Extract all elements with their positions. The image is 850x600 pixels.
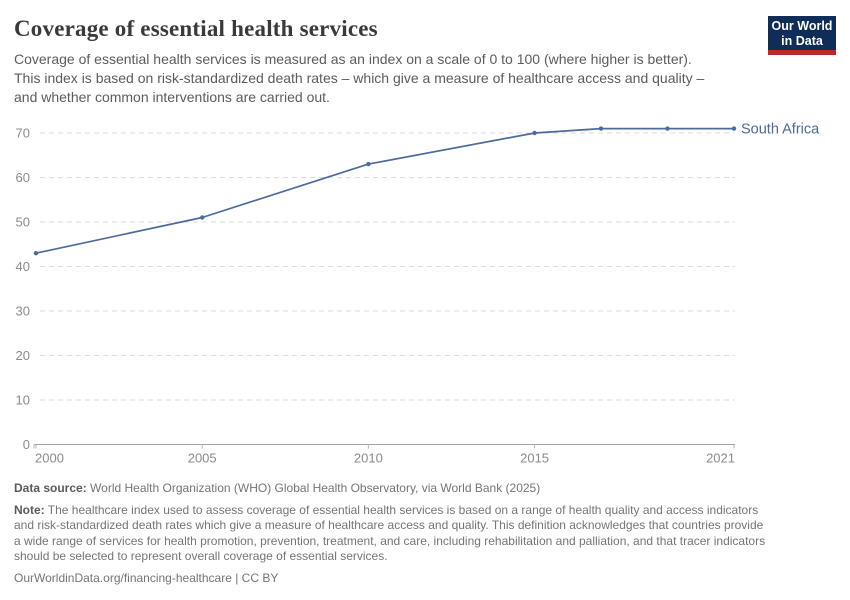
x-axis-label: 2021 bbox=[706, 451, 735, 466]
y-axis-label: 60 bbox=[16, 170, 30, 185]
data-point-2017[interactable] bbox=[598, 126, 604, 131]
chart-subtitle: Coverage of essential health services is… bbox=[14, 50, 704, 107]
data-point-2021[interactable] bbox=[731, 126, 737, 131]
data-source-text: World Health Organization (WHO) Global H… bbox=[90, 481, 541, 495]
chart-footer: Data source: World Health Organization (… bbox=[14, 481, 838, 586]
data-point-2005[interactable] bbox=[200, 215, 205, 220]
y-axis-label: 10 bbox=[16, 393, 30, 408]
data-source-line: Data source: World Health Organization (… bbox=[14, 481, 838, 497]
x-axis-label: 2000 bbox=[35, 451, 64, 466]
y-axis-label: 70 bbox=[16, 126, 30, 141]
owid-logo-line1: Our World bbox=[771, 19, 833, 33]
y-axis-label: 40 bbox=[16, 259, 30, 274]
y-axis-label: 50 bbox=[16, 215, 30, 230]
series-label[interactable]: South Africa bbox=[741, 121, 820, 137]
subtitle-line: and whether common interventions are car… bbox=[14, 89, 330, 105]
data-source-label: Data source: bbox=[14, 481, 87, 495]
note-line: Note: The healthcare index used to asses… bbox=[14, 502, 759, 517]
note-line: should be selected to represent overall … bbox=[14, 549, 388, 563]
x-axis-label: 2010 bbox=[354, 451, 383, 466]
owid-logo-line2: in Data bbox=[781, 33, 823, 48]
x-axis-label: 2005 bbox=[188, 451, 217, 466]
y-axis-label: 30 bbox=[16, 304, 30, 319]
note-line: and risk-standardized death rates which … bbox=[14, 518, 764, 532]
note-line: a wide range of services for health prom… bbox=[14, 533, 766, 548]
data-point-2019[interactable] bbox=[665, 126, 670, 131]
x-axis-label: 2015 bbox=[520, 451, 549, 466]
y-axis-label: 20 bbox=[16, 348, 30, 363]
owid-logo-redbar bbox=[768, 50, 836, 55]
data-point-2015[interactable] bbox=[532, 130, 537, 136]
data-point-2010[interactable] bbox=[366, 161, 371, 167]
subtitle-line: This index is based on risk-standardized… bbox=[14, 70, 705, 86]
owid-logo[interactable]: Our World in Data bbox=[768, 16, 836, 55]
y-axis-label: 0 bbox=[23, 437, 30, 452]
series-line-south-africa[interactable] bbox=[35, 127, 735, 255]
subtitle-line: Coverage of essential health services is… bbox=[14, 51, 692, 67]
owid-logo-text: Our World in Data bbox=[768, 16, 836, 50]
data-point-2000[interactable] bbox=[33, 251, 39, 256]
page-title: Coverage of essential health services bbox=[14, 16, 378, 41]
citation-line[interactable]: OurWorldinData.org/financing-healthcare … bbox=[14, 570, 279, 585]
note-block: Note: The healthcare index used to asses… bbox=[14, 503, 838, 565]
note-label: Note: bbox=[14, 502, 45, 517]
